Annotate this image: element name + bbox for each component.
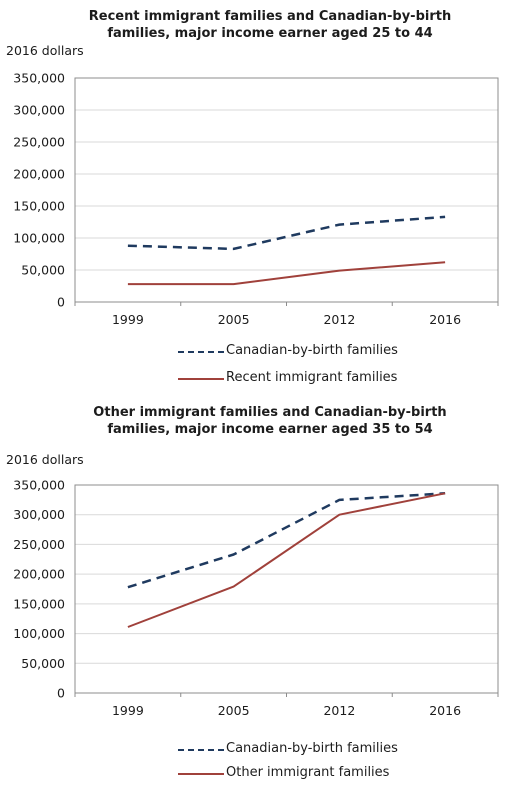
y-tick-label: 100,000 (13, 231, 65, 246)
y-tick-label: 50,000 (21, 263, 65, 278)
x-tick-label: 2005 (218, 703, 250, 718)
y-axis-label: 2016 dollars (6, 43, 84, 58)
y-tick-label: 250,000 (13, 537, 65, 552)
plot-area: 0 50,000 100,000 150,000 200,000 250,000 300,0… (13, 71, 499, 327)
y-tick-label: 350,000 (13, 71, 65, 86)
legend-swatch-solid (178, 378, 224, 380)
legend-label: Other immigrant families (226, 765, 390, 780)
legend-swatch-dashed (178, 749, 224, 751)
legend-item-canadian-by-birth: Canadian-by-birth families (170, 740, 470, 758)
y-tick-label: 150,000 (13, 199, 65, 214)
legend-label: Canadian-by-birth families (226, 741, 398, 756)
legend-item-canadian-by-birth: Canadian-by-birth families (170, 342, 470, 360)
legend-item-other-immigrant: Other immigrant families (170, 764, 470, 782)
y-tick-label: 200,000 (13, 167, 65, 182)
plot-border (74, 484, 499, 694)
y-tick-label: 150,000 (13, 596, 65, 611)
chart-title: Recent immigrant families and Canadian-b… (88, 9, 452, 41)
series-line-other-immigrant (127, 492, 446, 628)
legend-swatch-dashed (178, 351, 224, 353)
y-axis-label: 2016 dollars (6, 452, 84, 467)
plot-area: 0 50,000 100,000 150,000 200,000 250,000 300,0… (13, 478, 499, 718)
chart-recent-immigrants: Recent immigrant families and Canadian-b… (0, 0, 518, 395)
series-line-canadian-by-birth (127, 215, 446, 251)
y-tick-label: 50,000 (21, 656, 65, 671)
y-tick-label: 200,000 (13, 567, 65, 582)
legend-label: Canadian-by-birth families (226, 343, 398, 358)
x-tick-label: 1999 (112, 703, 144, 718)
legend-swatch-solid (178, 773, 224, 775)
series-line-canadian-by-birth (127, 492, 446, 589)
series-line-recent-immigrant (127, 261, 446, 286)
y-tick-label: 250,000 (13, 135, 65, 150)
x-tick-label: 2012 (323, 703, 355, 718)
x-tick-label: 2016 (429, 703, 461, 718)
y-tick-label: 100,000 (13, 626, 65, 641)
chart-title: Other immigrant families and Canadian-by… (93, 405, 447, 437)
x-tick-label: 1999 (112, 312, 144, 327)
y-tick-label: 0 (57, 295, 65, 310)
legend-label: Recent immigrant families (226, 370, 398, 385)
x-tick-label: 2016 (429, 312, 461, 327)
y-tick-label: 300,000 (13, 103, 65, 118)
legend-item-recent-immigrant: Recent immigrant families (170, 369, 470, 387)
x-tick-label: 2005 (218, 312, 250, 327)
y-tick-label: 0 (57, 686, 65, 701)
x-tick-label: 2012 (323, 312, 355, 327)
y-tick-label: 350,000 (13, 478, 65, 493)
y-tick-label: 300,000 (13, 507, 65, 522)
